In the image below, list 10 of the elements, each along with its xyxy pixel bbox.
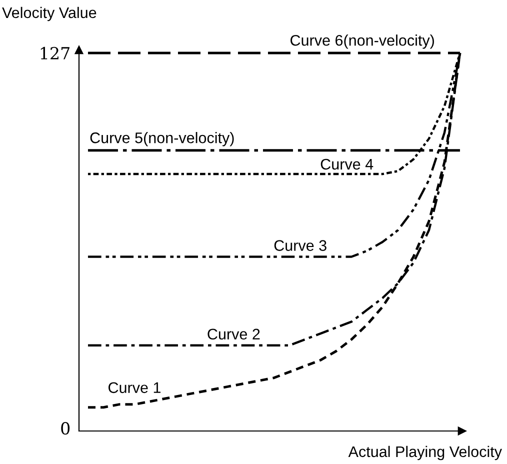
series-label: Curve 3 <box>274 240 326 251</box>
x-axis-title: Actual Playing Velocity <box>348 446 502 460</box>
series-label: Curve 5(non-velocity) <box>90 132 234 146</box>
series-label: Curve 6(non-velocity) <box>290 34 434 49</box>
series-label: Curve 4 <box>320 158 374 170</box>
y-tick-label: 0 <box>61 422 70 435</box>
y-tick-label: 127 <box>40 46 70 60</box>
y-axis-title: Velocity Value <box>2 6 96 22</box>
series-label: Curve 2 <box>208 328 260 340</box>
series-label: Curve 1 <box>108 382 160 394</box>
